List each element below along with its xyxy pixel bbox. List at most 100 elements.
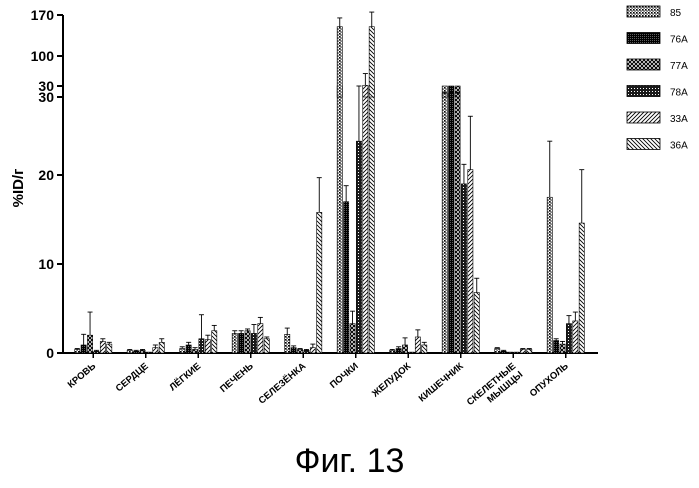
bar-33A-2 — [153, 348, 158, 353]
bar-36A-3 — [212, 331, 217, 353]
bar-85-2 — [127, 350, 132, 353]
x-tick-label: СЕРДЦЕ — [114, 361, 151, 394]
x-tick-label: ЖЕЛУДОК — [369, 361, 413, 400]
y-axis-label: %ID/г — [10, 169, 27, 208]
y-tick-label-lower: 20 — [38, 167, 54, 183]
bar-36A-4 — [264, 339, 269, 353]
legend-label-36A: 36A — [670, 141, 688, 152]
bar-77A-4 — [245, 331, 250, 353]
bar-85-7 — [390, 350, 395, 353]
bar-85-1 — [75, 349, 80, 353]
bar-78A-2 — [146, 352, 151, 353]
bar-33A-3 — [205, 340, 210, 353]
bar-78A-3 — [199, 339, 204, 353]
bars — [75, 27, 585, 353]
figure-caption: Фиг. 13 — [0, 442, 699, 481]
legend-label-85: 85 — [670, 8, 682, 19]
bar-76A-4 — [239, 333, 244, 353]
bar-76A-1 — [81, 345, 86, 353]
bar-33A-10 — [573, 321, 578, 353]
bar-78A-4 — [251, 333, 256, 353]
bar-36A-5 — [317, 212, 322, 353]
bar-85-8 — [442, 86, 447, 353]
bar-36A-6-upper — [369, 27, 374, 97]
legend-label-33A: 33A — [670, 114, 688, 125]
bar-85-9 — [495, 349, 500, 353]
bar-78A-10 — [566, 324, 571, 353]
bar-78A-8 — [461, 184, 466, 353]
x-tick-label: КРОВЬ — [66, 361, 99, 391]
bar-36A-10 — [579, 223, 584, 353]
y-tick-label-upper: 170 — [31, 7, 55, 23]
bar-33A-4 — [258, 324, 263, 353]
bar-33A-1 — [100, 341, 105, 353]
bar-36A-7 — [422, 345, 427, 353]
y-tick-label-upper: 30 — [38, 89, 54, 105]
legend-swatch-33A — [627, 112, 660, 123]
bar-77A-9 — [507, 352, 512, 353]
x-tick-label: КИШЕЧНИК — [417, 361, 466, 405]
bar-33A-9 — [520, 349, 525, 353]
bar-76A-8 — [449, 86, 454, 353]
bar-77A-2 — [140, 350, 145, 353]
legend-swatch-76A — [627, 33, 660, 44]
bar-76A-10 — [554, 341, 559, 353]
bar-33A-6-upper — [363, 85, 368, 97]
x-tick-label: ПЕЧЕНЬ — [218, 361, 256, 395]
bar-33A-7 — [415, 337, 420, 353]
bar-76A-9 — [501, 351, 506, 353]
bar-85-4 — [232, 333, 237, 353]
legend-swatch-78A — [627, 86, 660, 97]
legend-label-77A: 77A — [670, 61, 688, 72]
bar-78A-6 — [356, 141, 361, 353]
y-tick-label-upper: 100 — [31, 48, 55, 64]
legend-swatch-77A — [627, 59, 660, 70]
x-tick-label: ЛЁГКИЕ — [167, 361, 203, 393]
bar-77A-6 — [350, 324, 355, 353]
bar-85-3 — [180, 349, 185, 353]
bar-36A-8 — [474, 292, 479, 353]
legend: 85 76A 77A 78A 33A 36A — [627, 6, 688, 152]
legend-label-76A: 76A — [670, 35, 688, 46]
y-tick-label-lower: 0 — [46, 345, 54, 361]
bar-78A-5 — [304, 350, 309, 353]
bar-33A-8 — [468, 170, 473, 353]
bar-78A-1 — [94, 351, 99, 353]
bar-77A-8 — [455, 86, 460, 353]
bar-85-6-upper — [337, 27, 342, 97]
x-tick-label: СКЕЛЕТНЫЕМЫШЦЫ — [465, 361, 525, 417]
x-tick-label: СЕЛЕЗЁНКА — [257, 361, 309, 407]
bar-76A-6 — [344, 202, 349, 353]
bar-85-8-upper — [442, 93, 447, 97]
error-bars — [75, 12, 585, 351]
legend-swatch-36A — [627, 139, 660, 150]
bar-85-5 — [285, 334, 290, 353]
bar-77A-5 — [297, 349, 302, 353]
x-tick-label: ОПУХОЛЬ — [528, 361, 571, 400]
bar-77A-1 — [87, 335, 92, 353]
bar-77A-10 — [560, 344, 565, 353]
y-tick-label-lower: 10 — [38, 256, 54, 272]
bar-36A-2 — [159, 342, 164, 353]
bar-78A-9 — [514, 352, 519, 353]
x-tick-labels: КРОВЬ СЕРДЦЕ ЛЁГКИЕ ПЕЧЕНЬСЕЛЕЗЁНКА ПОЧКИ ЖЕЛ… — [66, 361, 571, 417]
axes — [57, 15, 598, 358]
y-tick-labels: 010203030100170 — [31, 7, 55, 361]
legend-label-78A: 78A — [670, 88, 688, 99]
bar-77A-7 — [402, 345, 407, 353]
bar-33A-5 — [310, 348, 315, 353]
bar-76A-2 — [134, 351, 139, 353]
bar-85-10 — [547, 197, 552, 353]
bar-76A-5 — [291, 348, 296, 353]
bar-33A-6 — [363, 86, 368, 353]
x-tick-label: ПОЧКИ — [328, 361, 361, 391]
bar-77A-8-upper — [455, 93, 460, 97]
bar-36A-6 — [369, 86, 374, 353]
bar-36A-1 — [107, 344, 112, 353]
bar-77A-3 — [192, 349, 197, 353]
bar-76A-7 — [396, 349, 401, 353]
legend-swatch-85 — [627, 6, 660, 17]
bar-36A-9 — [527, 349, 532, 353]
bar-76A-8-upper — [449, 93, 454, 97]
